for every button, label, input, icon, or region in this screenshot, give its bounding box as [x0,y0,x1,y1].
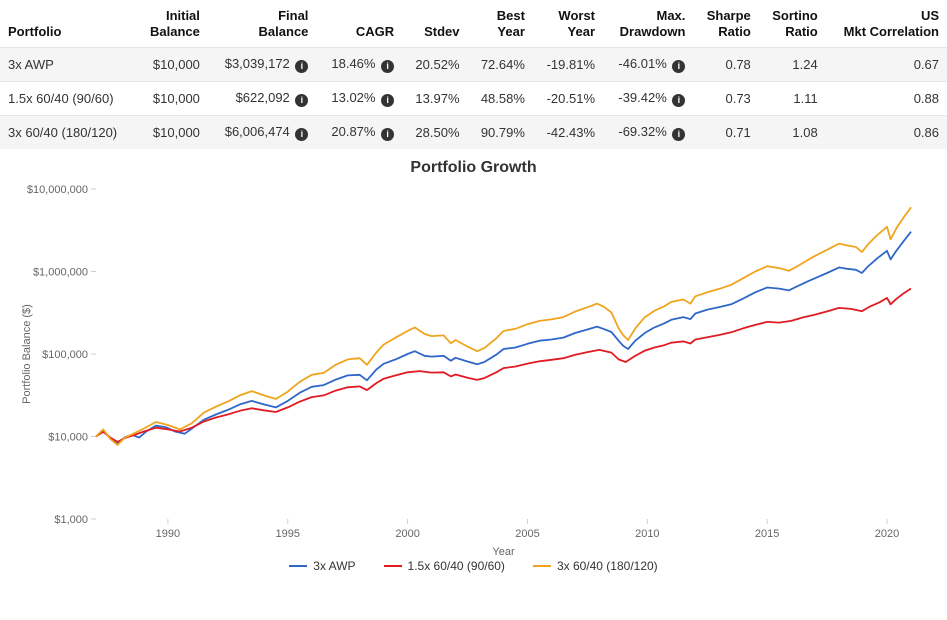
value-cell: 1.24 [759,48,826,82]
chart-legend: 3x AWP 1.5x 60/40 (90/60) 3x 60/40 (180/12… [0,559,947,581]
value-cell: 13.97% [402,82,467,116]
series-line [96,232,911,444]
value-cell: 0.86 [826,116,947,150]
legend-label: 3x 60/40 (180/120) [557,559,658,573]
info-icon[interactable]: i [381,128,394,141]
chart-title: Portfolio Growth [0,159,947,177]
x-tick-label: 2020 [875,528,899,540]
value-cell: 0.71 [693,116,758,150]
value-cell: -46.01% i [603,48,693,82]
x-tick-label: 2010 [635,528,659,540]
value-cell: 18.46% i [316,48,402,82]
table-row: 3x AWP$10,000$3,039,172 i18.46% i20.52%7… [0,48,947,82]
column-header: USMkt Correlation [826,0,947,48]
table-header: PortfolioInitialBalanceFinalBalanceCAGRS… [0,0,947,48]
x-axis-label: Year [492,546,515,558]
value-cell: 0.88 [826,82,947,116]
value-cell: 1.11 [759,82,826,116]
value-cell: $622,092 i [208,82,317,116]
portfolio-growth-section: Portfolio Growth $1,000$10,000$100,000$1… [0,159,947,581]
portfolio-name-cell: 3x 60/40 (180/120) [0,116,136,150]
value-cell: $3,039,172 i [208,48,317,82]
column-header: FinalBalance [208,0,317,48]
legend-swatch [384,565,402,567]
value-cell: 72.64% [468,48,533,82]
legend-swatch [289,565,307,567]
column-header: BestYear [468,0,533,48]
column-header: SharpeRatio [693,0,758,48]
value-cell: 0.73 [693,82,758,116]
info-icon[interactable]: i [295,128,308,141]
value-cell: 90.79% [468,116,533,150]
y-tick-label: $10,000 [48,432,88,444]
value-cell: $6,006,474 i [208,116,317,150]
info-icon[interactable]: i [381,60,394,73]
info-icon[interactable]: i [295,94,308,107]
info-icon[interactable]: i [381,94,394,107]
legend-label: 1.5x 60/40 (90/60) [408,559,505,573]
portfolio-growth-chart: $1,000 $10,000 $100,000 $1,000,000 $10,000,0… [16,179,931,559]
y-tick-label: $100,000 [42,349,88,361]
value-cell: $10,000 [136,82,208,116]
x-tick-label: 2015 [755,528,779,540]
value-cell: 20.52% [402,48,467,82]
y-tick-label: $10,000,000 [27,184,88,196]
legend-item[interactable]: 3x 60/40 (180/120) [533,559,658,573]
value-cell: -42.43% [533,116,603,150]
value-cell: $10,000 [136,48,208,82]
info-icon[interactable]: i [672,128,685,141]
column-header: Stdev [402,0,467,48]
y-axis-label: Portfolio Balance ($) [21,304,33,404]
y-tick-label: $1,000 [54,514,88,526]
legend-label: 3x AWP [313,559,355,573]
info-icon[interactable]: i [295,60,308,73]
x-tick-label: 1990 [156,528,180,540]
series-line [96,207,911,445]
value-cell: 0.67 [826,48,947,82]
value-cell: -20.51% [533,82,603,116]
info-icon[interactable]: i [672,94,685,107]
value-cell: 13.02% i [316,82,402,116]
table-row: 1.5x 60/40 (90/60)$10,000$622,092 i13.02… [0,82,947,116]
legend-item[interactable]: 3x AWP [289,559,355,573]
x-tick-label: 2000 [395,528,419,540]
value-cell: 0.78 [693,48,758,82]
portfolio-stats-table: PortfolioInitialBalanceFinalBalanceCAGRS… [0,0,947,149]
x-tick-label: 1995 [276,528,300,540]
table-row: 3x 60/40 (180/120)$10,000$6,006,474 i20.… [0,116,947,150]
table-body: 3x AWP$10,000$3,039,172 i18.46% i20.52%7… [0,48,947,150]
value-cell: 28.50% [402,116,467,150]
column-header: SortinoRatio [759,0,826,48]
legend-swatch [533,565,551,567]
value-cell: 1.08 [759,116,826,150]
value-cell: -19.81% [533,48,603,82]
value-cell: 20.87% i [316,116,402,150]
value-cell: 48.58% [468,82,533,116]
column-header: InitialBalance [136,0,208,48]
value-cell: $10,000 [136,116,208,150]
y-tick-label: $1,000,000 [33,267,88,279]
legend-item[interactable]: 1.5x 60/40 (90/60) [384,559,505,573]
info-icon[interactable]: i [672,60,685,73]
portfolio-name-cell: 1.5x 60/40 (90/60) [0,82,136,116]
value-cell: -69.32% i [603,116,693,150]
column-header: CAGR [316,0,402,48]
column-header: Max.Drawdown [603,0,693,48]
value-cell: -39.42% i [603,82,693,116]
series-line [96,289,911,442]
portfolio-name-cell: 3x AWP [0,48,136,82]
column-header: Portfolio [0,0,136,48]
column-header: WorstYear [533,0,603,48]
x-tick-label: 2005 [515,528,539,540]
